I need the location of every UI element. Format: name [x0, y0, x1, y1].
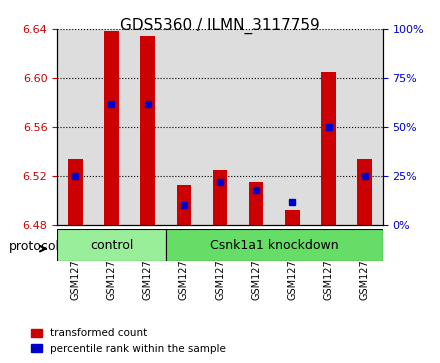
Bar: [68, 159, 83, 225]
Text: protocol: protocol: [9, 240, 60, 253]
Legend: transformed count, percentile rank within the sample: transformed count, percentile rank withi…: [27, 324, 230, 358]
Text: control: control: [90, 238, 133, 252]
Bar: [166, 29, 202, 225]
Bar: [104, 32, 119, 225]
Bar: [213, 170, 227, 225]
Bar: [57, 29, 93, 225]
Bar: [311, 29, 347, 225]
Bar: [238, 29, 274, 225]
Bar: [93, 29, 129, 225]
Bar: [357, 159, 372, 225]
Bar: [176, 185, 191, 225]
FancyBboxPatch shape: [57, 229, 166, 261]
Bar: [202, 29, 238, 225]
FancyBboxPatch shape: [166, 229, 383, 261]
Text: Csnk1a1 knockdown: Csnk1a1 knockdown: [210, 238, 338, 252]
Bar: [285, 211, 300, 225]
Bar: [347, 29, 383, 225]
Bar: [274, 29, 311, 225]
Bar: [249, 182, 264, 225]
Text: GDS5360 / ILMN_3117759: GDS5360 / ILMN_3117759: [120, 18, 320, 34]
Bar: [140, 36, 155, 225]
Bar: [321, 72, 336, 225]
Bar: [129, 29, 166, 225]
